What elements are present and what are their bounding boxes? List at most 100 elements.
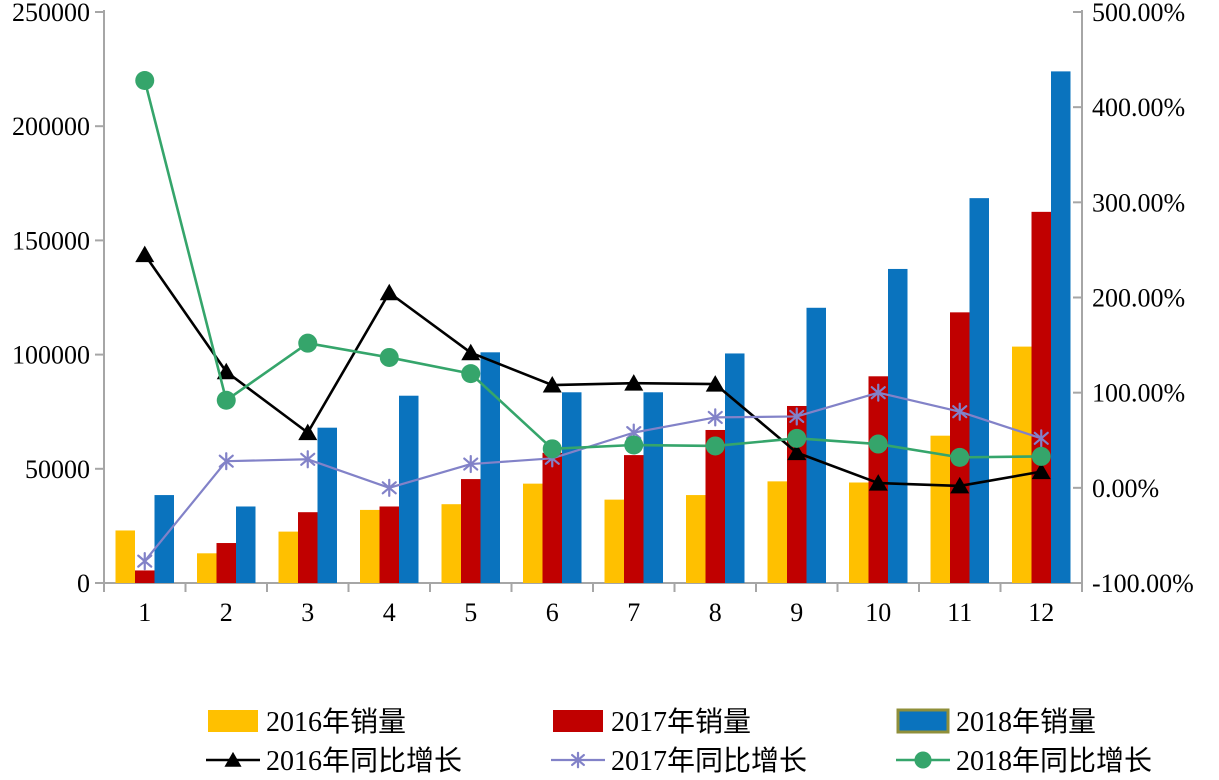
line-2016年同比增长	[143, 253, 1042, 488]
bar-2017年销量-8	[705, 429, 725, 583]
bar-2018年销量-10	[888, 268, 908, 583]
triangle-marker	[135, 245, 155, 263]
bar-2016年销量-1	[115, 530, 135, 583]
asterisk-marker-stroke	[463, 457, 479, 471]
bar-2017年销量-12	[1031, 211, 1051, 583]
bar-2017年销量-4	[379, 506, 399, 583]
right-axis-tick-label: 100.00%	[1092, 379, 1185, 408]
bar-2016年销量-3	[278, 531, 298, 583]
bar-2018年销量-1	[154, 495, 174, 583]
circle-marker	[379, 347, 399, 367]
bar-2018年销量-8	[725, 353, 745, 583]
bar-2016年销量-10	[849, 482, 869, 583]
circle-marker	[461, 364, 481, 384]
legend-swatch-2016年销量	[208, 710, 258, 732]
x-axis-category-label: 8	[709, 598, 722, 627]
bar-2016年销量-12	[1012, 346, 1032, 583]
right-axis-tick-label: -100.00%	[1092, 569, 1194, 598]
legend-label-2016年同比增长: 2016年同比增长	[266, 745, 462, 777]
x-axis-category-label: 1	[138, 598, 151, 627]
triangle-marker	[1031, 462, 1051, 480]
x-axis-category-label: 3	[301, 598, 314, 627]
triangle-marker	[542, 376, 562, 393]
bar-2017年销量-9	[787, 405, 807, 583]
bar-2017年销量-7	[624, 455, 644, 583]
left-axis-tick-label: 50000	[25, 455, 90, 484]
bar-2016年销量-7	[604, 499, 624, 583]
legend-label-2017年同比增长: 2017年同比增长	[611, 745, 807, 777]
triangle-marker	[950, 476, 970, 494]
asterisk-marker-stroke	[789, 409, 805, 424]
triangle-marker	[216, 362, 236, 380]
line-2018年同比增长	[143, 80, 1042, 459]
circle-marker	[624, 435, 644, 455]
bar-2018年销量-3	[317, 427, 337, 583]
legend-label-2017年销量: 2017年销量	[611, 706, 751, 738]
left-axis-tick-label: 0	[77, 569, 90, 598]
triangle-marker	[298, 423, 318, 441]
triangle-marker	[461, 343, 481, 361]
right-axis-tick-label: 500.00%	[1092, 0, 1185, 27]
triangle-marker	[868, 474, 888, 491]
bar-2016年销量-2	[197, 553, 217, 583]
bar-2016年销量-4	[360, 509, 380, 583]
x-axis-category-label: 4	[383, 598, 396, 627]
bar-2018年销量-12	[1051, 71, 1071, 583]
bar-2017年销量-2	[216, 543, 236, 583]
legend-label-2018年同比增长: 2018年同比增长	[956, 745, 1152, 777]
x-axis-category-label: 10	[865, 598, 891, 627]
bar-2018年销量-11	[969, 198, 989, 583]
bar-2018年销量-9	[806, 307, 826, 583]
bar-2017年销量-11	[950, 312, 970, 583]
asterisk-marker-stroke	[952, 405, 968, 419]
triangle-marker	[224, 751, 242, 767]
bar-2016年销量-6	[523, 483, 543, 583]
x-axis-category-label: 7	[627, 598, 640, 627]
bar-2016年销量-11	[930, 435, 950, 583]
right-axis-tick-label: 200.00%	[1092, 284, 1185, 313]
asterisk-marker-stroke	[707, 410, 723, 425]
circle-marker	[787, 428, 807, 448]
bar-2018年销量-7	[643, 392, 663, 583]
asterisk-marker-stroke	[870, 386, 886, 400]
x-axis-category-label: 6	[546, 598, 559, 627]
x-axis-category-label: 12	[1028, 598, 1054, 627]
asterisk-marker-stroke	[300, 452, 316, 466]
asterisk-marker-stroke	[626, 426, 642, 440]
legend-swatch-2017年销量	[553, 710, 603, 732]
bar-2016年销量-8	[686, 495, 706, 583]
bar-2018年销量-5	[480, 352, 500, 583]
bar-2018年销量-4	[399, 395, 419, 583]
circle-marker	[135, 71, 155, 91]
bar-2017年销量-6	[542, 452, 562, 583]
right-axis-tick-label: 400.00%	[1092, 93, 1185, 122]
circle-marker	[542, 439, 562, 459]
right-axis-tick-label: 0.00%	[1092, 474, 1159, 503]
asterisk-marker-stroke	[218, 454, 234, 468]
legend-swatch-2018年销量	[896, 708, 950, 734]
circle-marker	[914, 751, 932, 769]
left-axis-tick-label: 150000	[12, 226, 90, 255]
triangle-marker	[624, 374, 644, 391]
x-axis-category-label: 9	[790, 598, 803, 627]
triangle-marker	[787, 443, 807, 461]
asterisk-marker-stroke	[381, 481, 397, 495]
bar-2017年销量-5	[461, 479, 481, 583]
right-axis-tick-label: 300.00%	[1092, 188, 1185, 217]
left-axis-tick-label: 100000	[12, 341, 90, 370]
circle-marker	[1031, 446, 1051, 466]
legend-label-2016年销量: 2016年销量	[266, 706, 406, 738]
asterisk-marker-stroke	[137, 554, 153, 568]
circle-marker	[705, 436, 725, 456]
left-axis-tick-label: 200000	[12, 112, 90, 141]
circle-marker	[950, 447, 970, 467]
circle-marker	[868, 434, 888, 454]
bar-2018年销量-6	[562, 392, 582, 583]
line-2017年同比增长	[143, 391, 1042, 562]
bar-2017年销量-1	[135, 570, 155, 583]
triangle-marker	[705, 375, 725, 392]
left-axis-tick-label: 250000	[12, 0, 90, 27]
bar-2018年销量-2	[236, 506, 256, 583]
